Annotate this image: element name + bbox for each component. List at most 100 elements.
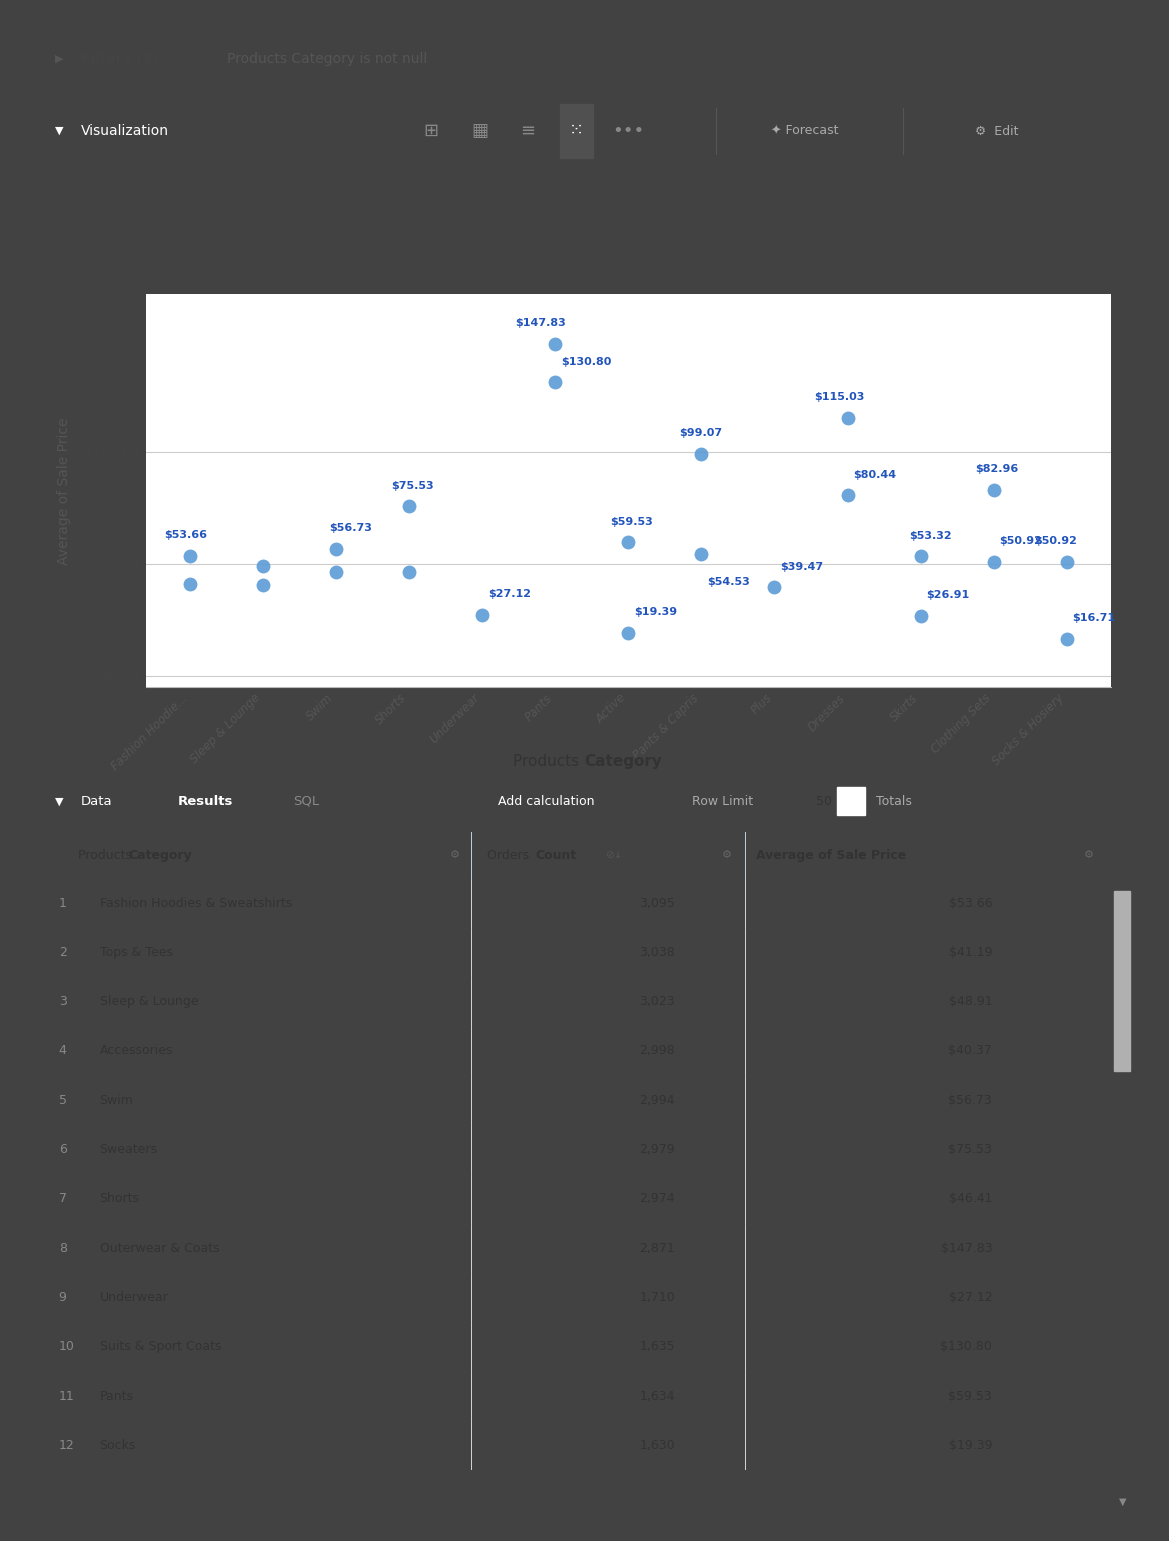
Text: 6: 6 [58, 1143, 67, 1156]
Text: Socks: Socks [99, 1439, 136, 1452]
Text: 1,634: 1,634 [639, 1390, 675, 1402]
Point [1058, 550, 1077, 575]
Text: Shorts: Shorts [99, 1193, 139, 1205]
Text: Category: Category [584, 754, 663, 769]
Bar [560, 103, 594, 159]
Y-axis label: Average of Sale Price: Average of Sale Price [56, 418, 70, 564]
Text: Visualization: Visualization [81, 123, 170, 139]
Point [254, 573, 272, 598]
Text: 8: 8 [58, 1242, 67, 1254]
Text: 2,871: 2,871 [639, 1242, 675, 1254]
Text: 12: 12 [58, 1439, 75, 1452]
Text: $54.53: $54.53 [707, 578, 750, 587]
Text: $82.96: $82.96 [975, 464, 1018, 475]
Text: 10: 10 [58, 1341, 75, 1353]
Point [1058, 626, 1077, 650]
Text: Category: Category [129, 849, 192, 861]
Point [692, 541, 711, 566]
Point [912, 544, 931, 569]
Text: $53.66: $53.66 [165, 530, 207, 539]
Text: $26.91: $26.91 [926, 590, 969, 599]
Text: SQL: SQL [293, 795, 319, 807]
Text: ⚙  Edit: ⚙ Edit [975, 125, 1018, 137]
Text: Sweaters: Sweaters [99, 1143, 158, 1156]
Text: $130.80: $130.80 [561, 356, 611, 367]
Text: Totals: Totals [876, 795, 912, 807]
Point [546, 370, 565, 394]
Text: 50: 50 [816, 795, 831, 807]
Text: Add calculation: Add calculation [498, 795, 595, 807]
Text: $48.91: $48.91 [948, 995, 992, 1008]
Point [620, 619, 638, 644]
Point [472, 603, 491, 627]
Point [180, 544, 199, 569]
Text: Swim: Swim [99, 1094, 133, 1106]
Text: Suits & Sport Coats: Suits & Sport Coats [99, 1341, 221, 1353]
Text: 5: 5 [58, 1094, 67, 1106]
Text: ▶: ▶ [55, 54, 63, 63]
Text: $59.53: $59.53 [610, 516, 652, 527]
Text: 4: 4 [58, 1045, 67, 1057]
Text: Data: Data [81, 795, 113, 807]
Point [400, 495, 419, 519]
Text: $147.83: $147.83 [516, 319, 566, 328]
Text: Pants: Pants [99, 1390, 133, 1402]
Text: $59.53: $59.53 [948, 1390, 992, 1402]
Text: 9: 9 [58, 1291, 67, 1304]
Text: ⚙: ⚙ [722, 851, 732, 860]
Point [326, 559, 346, 584]
Text: Filters (1): Filters (1) [81, 51, 159, 66]
Text: 2,974: 2,974 [639, 1193, 675, 1205]
Text: 1,635: 1,635 [639, 1341, 675, 1353]
Point [180, 572, 199, 596]
Text: $147.83: $147.83 [941, 1242, 992, 1254]
Text: 3,038: 3,038 [639, 946, 675, 959]
Text: 3,095: 3,095 [639, 897, 675, 909]
Point [254, 553, 272, 578]
Point [838, 484, 857, 509]
Point [838, 405, 857, 430]
Text: Sleep & Lounge: Sleep & Lounge [99, 995, 198, 1008]
Text: $27.12: $27.12 [489, 590, 531, 599]
Text: Underwear: Underwear [99, 1291, 168, 1304]
Text: ⁙: ⁙ [569, 122, 584, 140]
Text: Products Category is not null: Products Category is not null [227, 51, 428, 66]
Point [692, 441, 711, 465]
Text: 3,023: 3,023 [639, 995, 675, 1008]
Text: Fashion Hoodies & Sweatshirts: Fashion Hoodies & Sweatshirts [99, 897, 292, 909]
Text: $80.44: $80.44 [853, 470, 897, 479]
Text: 11: 11 [58, 1390, 75, 1402]
Text: $27.12: $27.12 [948, 1291, 992, 1304]
Text: ⊞: ⊞ [423, 122, 438, 140]
Text: $75.53: $75.53 [390, 481, 434, 490]
Text: ▼: ▼ [1119, 1496, 1126, 1507]
Text: 2,998: 2,998 [639, 1045, 675, 1057]
Text: 1,710: 1,710 [639, 1291, 675, 1304]
Text: ▼: ▼ [55, 797, 63, 806]
Text: Accessories: Accessories [99, 1045, 173, 1057]
Text: ▼: ▼ [55, 126, 63, 136]
Text: Average of Sale Price: Average of Sale Price [755, 849, 906, 861]
Text: 7: 7 [58, 1193, 67, 1205]
Text: $46.41: $46.41 [949, 1193, 992, 1205]
Text: Products: Products [78, 849, 136, 861]
Text: Results: Results [178, 795, 234, 807]
Text: $56.73: $56.73 [948, 1094, 992, 1106]
Text: Row Limit: Row Limit [692, 795, 753, 807]
Point [546, 331, 565, 356]
Text: $50.92: $50.92 [1033, 536, 1077, 546]
Text: $19.39: $19.39 [949, 1439, 992, 1452]
Text: $99.07: $99.07 [679, 428, 722, 438]
Text: Products: Products [513, 754, 584, 769]
Point [765, 575, 783, 599]
Text: ⊘↓: ⊘↓ [606, 851, 623, 860]
Text: 3: 3 [58, 995, 67, 1008]
Text: Orders: Orders [486, 849, 533, 861]
Text: $53.66: $53.66 [948, 897, 992, 909]
Text: •••: ••• [613, 122, 644, 140]
Text: $56.73: $56.73 [328, 522, 372, 533]
Text: Outerwear & Coats: Outerwear & Coats [99, 1242, 220, 1254]
Text: ≡: ≡ [520, 122, 535, 140]
Point [620, 530, 638, 555]
Text: $40.37: $40.37 [948, 1045, 992, 1057]
